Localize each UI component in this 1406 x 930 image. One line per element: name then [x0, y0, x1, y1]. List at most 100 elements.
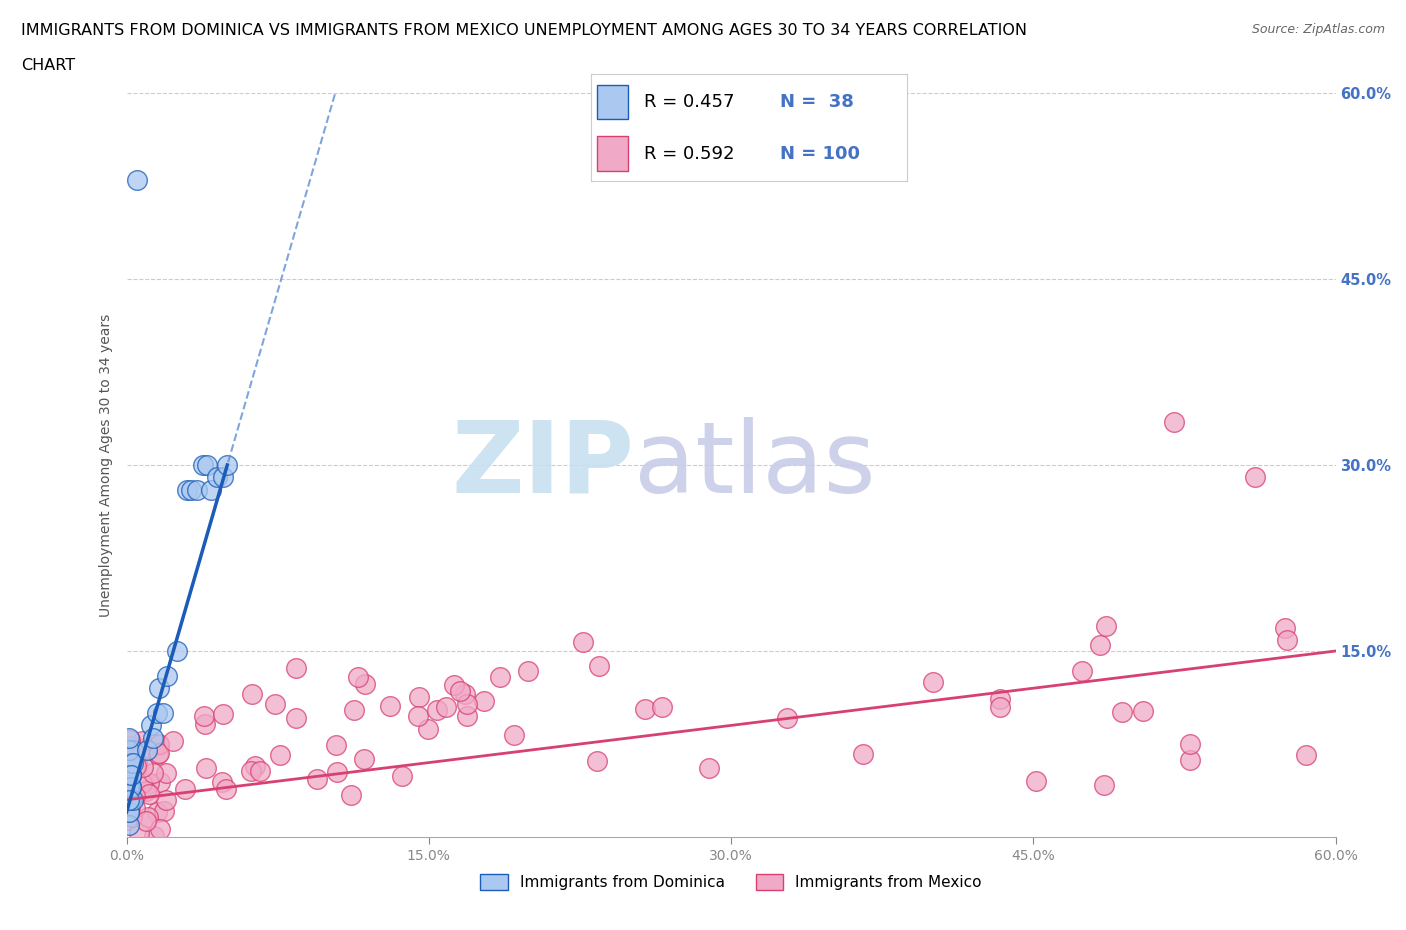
Text: ZIP: ZIP [451, 417, 634, 513]
Point [117, 743, 139, 758]
Point [245, 758, 267, 773]
Point [120, 780, 142, 795]
Point [449, 684, 471, 698]
Point [1178, 737, 1201, 751]
Point [132, 760, 155, 775]
Point [124, 789, 146, 804]
Point [776, 711, 799, 725]
Point [922, 674, 945, 689]
Point [135, 743, 157, 758]
Point [217, 458, 239, 472]
Point [121, 809, 143, 824]
Point [1178, 752, 1201, 767]
Point [180, 483, 202, 498]
Point [307, 771, 329, 786]
Point [148, 745, 170, 760]
Text: CHART: CHART [21, 58, 75, 73]
Point [215, 782, 238, 797]
Point [149, 822, 172, 837]
Y-axis label: Unemployment Among Ages 30 to 34 years: Unemployment Among Ages 30 to 34 years [98, 313, 112, 617]
Point [240, 686, 263, 701]
Point [339, 788, 361, 803]
Text: R = 0.592: R = 0.592 [644, 144, 735, 163]
Text: Source: ZipAtlas.com: Source: ZipAtlas.com [1251, 23, 1385, 36]
Point [146, 747, 169, 762]
Point [153, 804, 176, 818]
Point [146, 706, 169, 721]
Point [391, 768, 413, 783]
Point [120, 767, 142, 782]
Point [284, 660, 307, 675]
Point [205, 470, 228, 485]
Point [120, 780, 142, 795]
Point [516, 663, 538, 678]
Point [117, 780, 139, 795]
Point [121, 792, 143, 807]
Point [120, 755, 142, 770]
Point [195, 458, 218, 472]
Text: IMMIGRANTS FROM DOMINICA VS IMMIGRANTS FROM MEXICO UNEMPLOYMENT AMONG AGES 30 TO: IMMIGRANTS FROM DOMINICA VS IMMIGRANTS F… [21, 23, 1028, 38]
Point [138, 776, 160, 790]
Point [117, 755, 139, 770]
Point [127, 759, 149, 774]
Point [211, 774, 233, 789]
Point [186, 483, 208, 498]
Point [426, 703, 449, 718]
Point [194, 761, 217, 776]
Point [325, 737, 347, 752]
Point [212, 706, 235, 721]
Point [135, 740, 157, 755]
Point [408, 690, 430, 705]
Point [117, 730, 139, 745]
FancyBboxPatch shape [596, 86, 628, 119]
Point [120, 767, 142, 782]
Point [125, 172, 148, 187]
Point [118, 800, 141, 815]
Point [131, 734, 153, 749]
Point [1088, 638, 1111, 653]
Point [697, 760, 720, 775]
Point [142, 730, 165, 745]
Point [148, 737, 170, 751]
Point [155, 792, 177, 807]
Point [585, 753, 607, 768]
Point [1025, 773, 1047, 788]
Point [651, 699, 673, 714]
Point [117, 767, 139, 782]
Point [125, 758, 148, 773]
Point [194, 717, 217, 732]
Point [166, 644, 188, 658]
Legend: Immigrants from Dominica, Immigrants from Mexico: Immigrants from Dominica, Immigrants fro… [474, 868, 988, 897]
Point [141, 766, 163, 781]
Point [240, 764, 263, 778]
Point [145, 804, 167, 819]
Point [155, 766, 177, 781]
Point [121, 755, 143, 770]
Point [378, 698, 401, 713]
FancyBboxPatch shape [596, 137, 628, 171]
Point [1111, 704, 1133, 719]
Point [1095, 618, 1118, 633]
Point [634, 702, 657, 717]
Point [148, 737, 170, 752]
Text: R = 0.457: R = 0.457 [644, 93, 735, 112]
Point [212, 470, 235, 485]
Point [988, 692, 1011, 707]
Point [269, 747, 291, 762]
Point [128, 826, 150, 841]
Point [249, 764, 271, 778]
Point [124, 747, 146, 762]
Point [588, 658, 610, 673]
Point [117, 792, 139, 807]
Point [572, 635, 595, 650]
Point [284, 711, 307, 725]
Point [489, 670, 512, 684]
Point [148, 681, 170, 696]
Point [149, 775, 172, 790]
Point [354, 677, 377, 692]
Point [326, 765, 349, 780]
Point [117, 813, 139, 828]
Text: atlas: atlas [634, 417, 876, 513]
Point [162, 733, 184, 748]
Point [1274, 620, 1296, 635]
